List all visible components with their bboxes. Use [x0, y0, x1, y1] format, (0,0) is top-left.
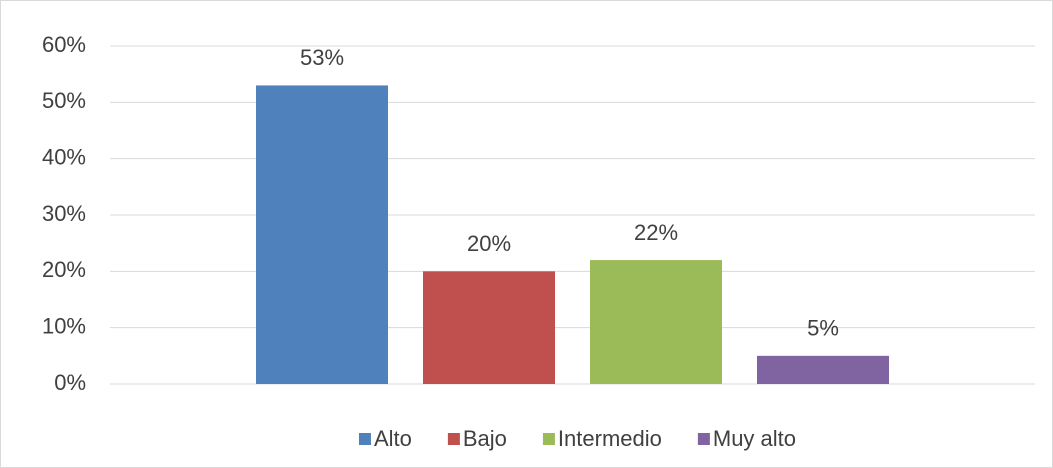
y-tick-label: 20% — [42, 257, 86, 282]
legend-label: Alto — [374, 426, 412, 451]
legend-label: Bajo — [463, 426, 507, 451]
y-tick-label: 50% — [42, 88, 86, 113]
legend-label: Muy alto — [713, 426, 796, 451]
data-label: 20% — [467, 231, 511, 256]
y-tick-label: 10% — [42, 313, 86, 338]
bar — [757, 355, 889, 384]
y-tick-label: 40% — [42, 144, 86, 169]
bar — [423, 271, 555, 384]
legend-swatch — [358, 433, 371, 445]
legend-label: Intermedio — [558, 426, 662, 451]
legend-swatch — [447, 433, 460, 445]
bar — [590, 260, 722, 384]
y-tick-label: 60% — [42, 32, 86, 57]
bar — [256, 85, 388, 384]
y-tick-label: 30% — [42, 201, 86, 226]
legend-swatch — [697, 433, 710, 445]
y-tick-label: 0% — [54, 370, 86, 395]
legend-swatch — [542, 433, 555, 445]
data-label: 53% — [300, 45, 344, 70]
data-label: 22% — [634, 220, 678, 245]
data-label: 5% — [807, 316, 839, 341]
